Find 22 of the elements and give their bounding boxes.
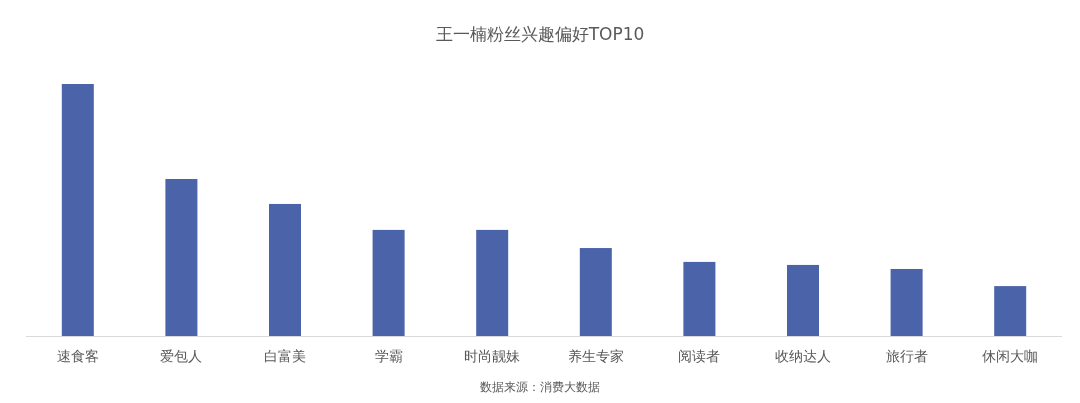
bar: [476, 229, 509, 336]
bar: [579, 248, 612, 336]
bar: [372, 229, 405, 336]
bar: [890, 268, 923, 336]
bar: [269, 203, 301, 336]
bar: [61, 84, 94, 336]
bar: [994, 286, 1027, 336]
source-note: 数据来源：消费大数据: [480, 380, 600, 394]
x-tick-label: 阅读者: [678, 348, 721, 364]
x-tick-label: 养生专家: [567, 348, 624, 364]
bar: [165, 179, 198, 336]
bar: [683, 261, 716, 336]
chart-title: 王一楠粉丝兴趣偏好TOP10: [435, 24, 645, 44]
x-tick-label: 学霸: [374, 348, 403, 364]
x-tick-label: 休闲大咖: [982, 348, 1039, 364]
x-tick-label: 旅行者: [885, 348, 928, 364]
x-tick-label: 速食客: [56, 348, 99, 364]
x-tick-label: 时尚靓妹: [464, 348, 521, 364]
bar: [787, 264, 819, 336]
x-tick-label: 收纳达人: [775, 348, 831, 364]
x-tick-label: 白富美: [264, 348, 306, 364]
x-tick-label: 爱包人: [160, 348, 203, 364]
